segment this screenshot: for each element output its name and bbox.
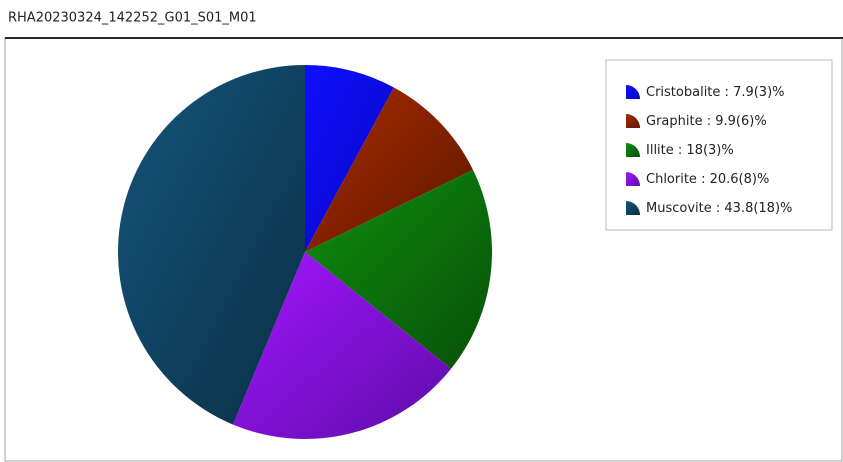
legend-separator: : — [674, 143, 687, 158]
legend-separator: : — [712, 201, 725, 216]
legend-value: 18(3)% — [686, 143, 733, 158]
legend-swatch — [626, 143, 640, 157]
legend-category: Graphite — [646, 114, 703, 129]
legend-separator: : — [720, 85, 733, 100]
legend-category: Cristobalite — [646, 85, 720, 100]
pie-slice — [305, 65, 394, 252]
legend-label: Cristobalite : 7.9(3)% — [646, 85, 785, 100]
pie-slice — [233, 252, 452, 439]
legend — [605, 59, 833, 231]
legend-category: Chlorite — [646, 172, 697, 187]
legend-label: Illite : 18(3)% — [646, 143, 734, 158]
pie-slice — [305, 169, 492, 369]
legend-label: Chlorite : 20.6(8)% — [646, 172, 769, 187]
legend-swatch — [626, 201, 640, 215]
legend-value: 7.9(3)% — [733, 85, 784, 100]
legend-swatch — [626, 172, 640, 186]
legend-label: Muscovite : 43.8(18)% — [646, 201, 792, 216]
legend-value: 43.8(18)% — [724, 201, 792, 216]
legend-separator: : — [697, 172, 710, 187]
legend-items: Cristobalite : 7.9(3)% Graphite : 9.9(6)%… — [626, 85, 792, 216]
legend-value: 9.9(6)% — [715, 114, 766, 129]
pie — [117, 65, 492, 439]
legend-swatch — [626, 85, 640, 99]
legend-label: Graphite : 9.9(6)% — [646, 114, 767, 129]
legend-category: Muscovite — [646, 201, 712, 216]
legend-swatch — [626, 114, 640, 128]
legend-separator: : — [703, 114, 716, 129]
legend-value: 20.6(8)% — [710, 172, 770, 187]
pie-slice — [305, 87, 474, 252]
chart-title: RHA20230324_142252_G01_S01_M01 — [8, 11, 257, 26]
legend-category: Illite — [646, 143, 674, 158]
pie-slice — [117, 65, 305, 425]
